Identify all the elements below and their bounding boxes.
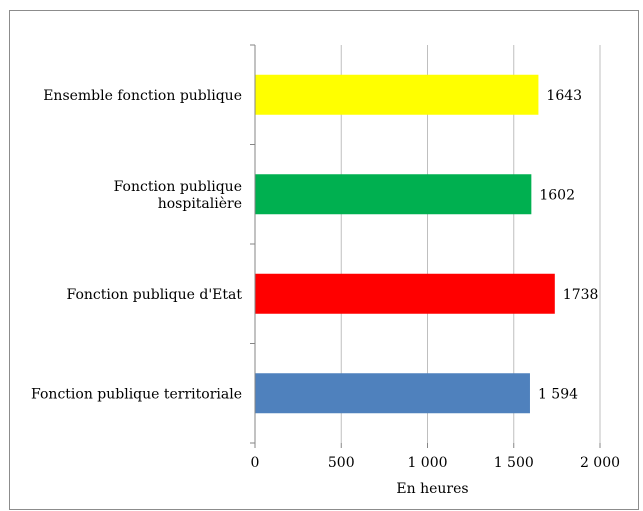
category-label-1-0: Fonction publique: [114, 179, 242, 195]
x-tick-label-2000: 2 000: [580, 455, 620, 471]
value-label-3: 1 594: [538, 386, 578, 402]
x-axis-title: En heures: [396, 481, 468, 497]
category-label-2-0: Fonction publique d'Etat: [67, 287, 243, 303]
bar-chart: 1643 Ensemble fonction publique 1602 Foncti…: [31, 44, 620, 497]
bar-3: [255, 373, 530, 414]
x-tick-label-0: 0: [251, 455, 260, 471]
value-label-2: 1738: [563, 287, 599, 303]
bar-1: [255, 174, 532, 215]
category-label-3-0: Fonction publique territoriale: [31, 386, 242, 402]
x-tick-label-500: 500: [328, 455, 355, 471]
x-tick-label-1500: 1 500: [494, 455, 534, 471]
category-label-0-0: Ensemble fonction publique: [43, 88, 242, 104]
bar-2: [255, 273, 555, 314]
bar-0: [255, 74, 539, 115]
chart-frame: 1643 Ensemble fonction publique 1602 Foncti…: [9, 10, 639, 510]
category-label-1-1: hospitalière: [158, 196, 242, 212]
value-label-1: 1602: [539, 187, 575, 203]
value-label-0: 1643: [546, 88, 582, 104]
x-tick-label-1000: 1 000: [407, 455, 447, 471]
